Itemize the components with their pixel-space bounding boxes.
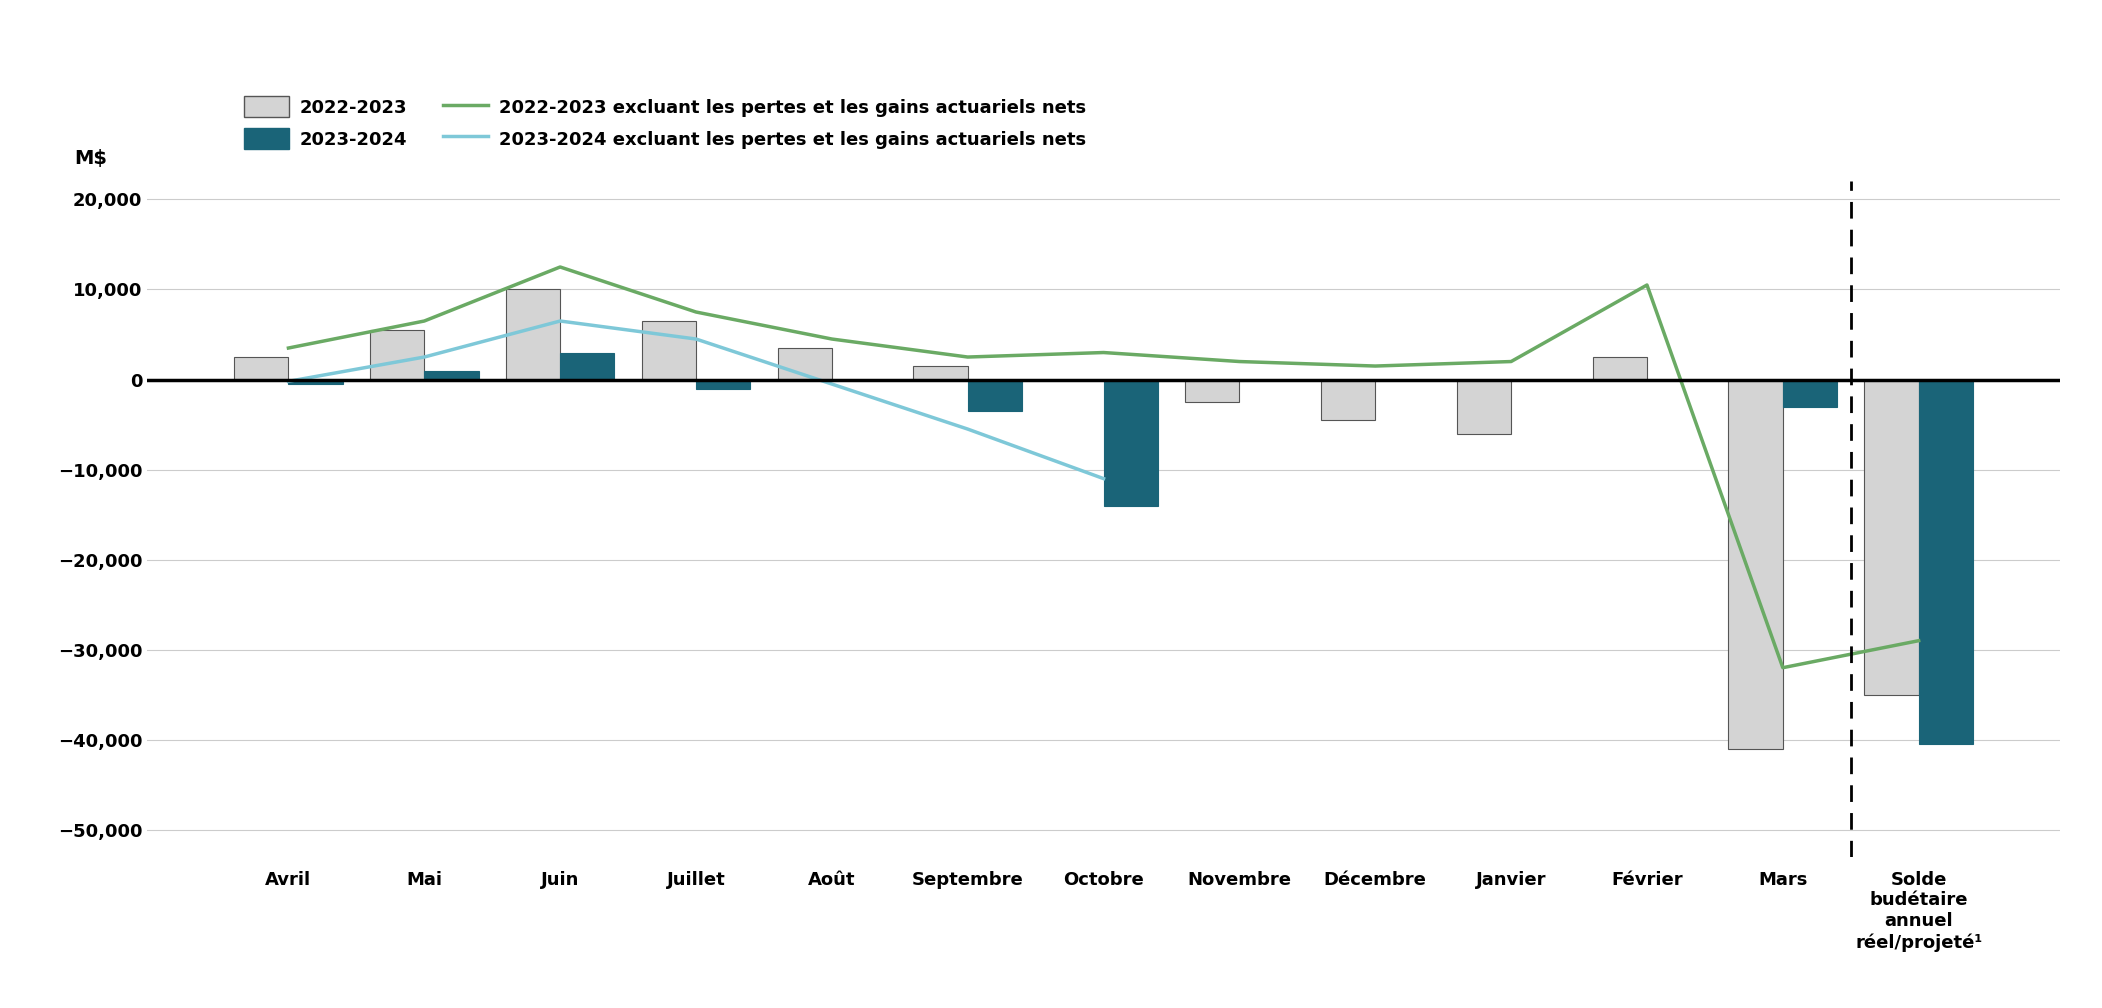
Bar (1782, 380, 1837, 406)
Bar (1919, 380, 1974, 744)
Bar (425, 371, 479, 380)
Bar (1186, 380, 1240, 402)
Bar (507, 289, 559, 380)
Legend: 2022-2023, 2023-2024, 2022-2023 excluant les pertes et les gains actuariels nets: 2022-2023, 2023-2024, 2022-2023 excluant… (238, 89, 1093, 156)
Bar (288, 380, 343, 384)
Bar (914, 366, 967, 380)
Bar (1593, 357, 1648, 380)
Bar (1457, 380, 1511, 433)
Bar (967, 380, 1022, 411)
Text: M$: M$ (74, 149, 107, 168)
Bar (370, 330, 425, 380)
Bar (1104, 380, 1158, 506)
Bar (696, 380, 750, 388)
Bar (559, 353, 614, 380)
Bar (1728, 380, 1782, 749)
Bar (233, 357, 288, 380)
Bar (1320, 380, 1375, 420)
Bar (778, 348, 832, 380)
Bar (1864, 380, 1919, 695)
Bar (641, 321, 696, 380)
